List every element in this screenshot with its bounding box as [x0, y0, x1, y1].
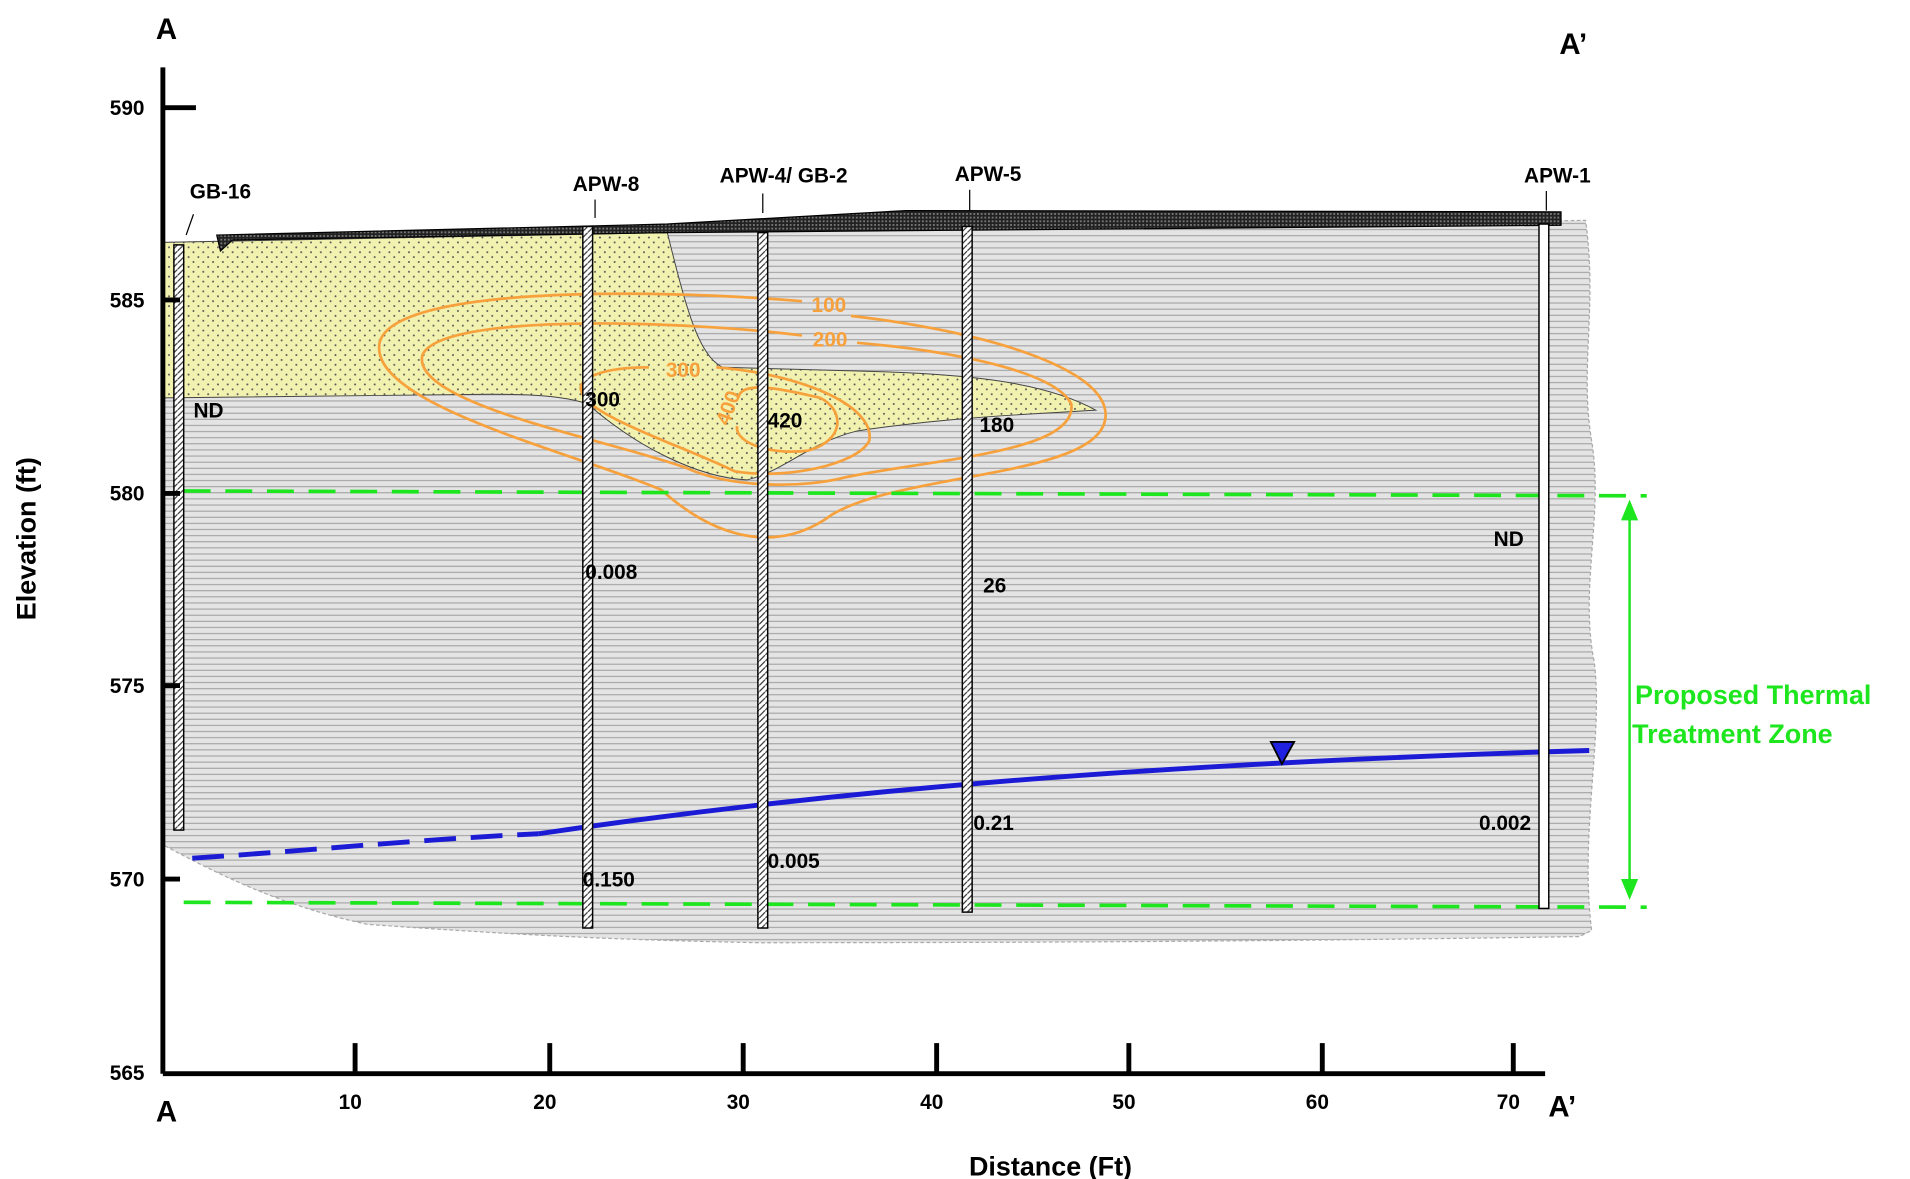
clay-layer: [162, 219, 1598, 944]
well-name: GB-16: [190, 180, 251, 203]
concentration-label: 0.005: [768, 850, 820, 873]
well-name: APW-1: [1524, 164, 1591, 187]
concentration-label: ND: [1494, 528, 1524, 551]
x-tick-label: 60: [1306, 1091, 1329, 1114]
concentration-label: 0.150: [583, 868, 635, 891]
zone-label: Treatment Zone: [1632, 719, 1832, 749]
treatment-zone: [183, 489, 1647, 910]
concentration-label: 300: [585, 388, 620, 411]
contour-100: [378, 292, 1107, 539]
y-tick-label: 575: [110, 675, 145, 698]
x-tick-label: 50: [1112, 1091, 1135, 1114]
corner-label: A: [156, 1095, 177, 1128]
well-name: APW-8: [573, 173, 640, 196]
contour-label: 300: [666, 359, 701, 382]
concentration-label: 0.002: [1479, 812, 1531, 835]
ground-surface: [215, 209, 1562, 253]
y-tick-label: 585: [110, 289, 145, 312]
concentration-label: ND: [193, 399, 223, 422]
well-name: APW-4/ GB-2: [720, 164, 848, 187]
concentration-label: 0.21: [973, 812, 1013, 835]
axes: [160, 67, 1546, 1077]
y-tick-label: 565: [110, 1062, 145, 1085]
zone-bottom: [183, 900, 1647, 910]
well-casing: [961, 225, 973, 913]
well-casing: [582, 225, 594, 929]
corner-label: A: [156, 13, 177, 46]
contour-200: [420, 322, 1073, 487]
y-axis-label: Elevation (ft): [12, 457, 42, 620]
x-axis-label: Distance (Ft): [969, 1151, 1132, 1179]
y-tick-label: 570: [110, 868, 145, 891]
zone-label: Proposed Thermal: [1635, 680, 1871, 710]
water-table-marker: [1269, 741, 1296, 766]
x-tick-label: 40: [920, 1091, 943, 1114]
x-tick-label: 20: [533, 1091, 556, 1114]
x-tick-label: 70: [1497, 1091, 1520, 1114]
ticks: 590 585 580 575 570 565 10 20 30 40 50 60 70: [110, 97, 1520, 1114]
corner-label: A’: [1548, 1091, 1576, 1124]
well-name: APW-5: [955, 163, 1022, 186]
concentration-label: 0.008: [585, 561, 637, 584]
well-casing: [757, 231, 769, 929]
contour-300: [579, 365, 871, 476]
well-casing: [173, 244, 185, 831]
contour-label: 100: [812, 294, 847, 317]
corner-label: A’: [1559, 28, 1587, 61]
contour-label: 200: [813, 328, 848, 351]
wells: GB-16 ND APW-8 300 0.008 0.150 APW-4/ GB-2 420 0…: [173, 163, 1591, 929]
x-tick-label: 30: [727, 1091, 750, 1114]
y-tick-label: 580: [110, 483, 145, 506]
zone-top: [183, 489, 1647, 498]
well-casing: [1538, 223, 1550, 910]
water-table: [538, 748, 1590, 837]
concentration-label: 420: [768, 409, 803, 432]
concentration-label: 26: [983, 575, 1006, 598]
x-tick-label: 10: [339, 1091, 362, 1114]
concentration-label: 180: [979, 414, 1014, 437]
water-table-dashed: [192, 831, 539, 861]
y-tick-label: 590: [110, 97, 145, 120]
well-leader: [185, 214, 195, 236]
